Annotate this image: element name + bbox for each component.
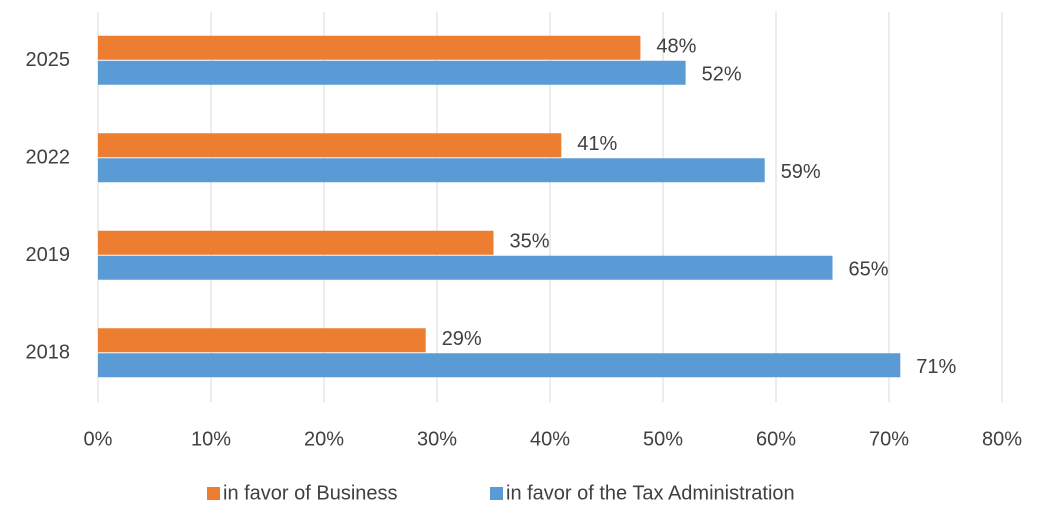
- data-label: 59%: [781, 161, 821, 183]
- x-tick-label: 30%: [417, 428, 457, 450]
- x-tick-label: 10%: [191, 428, 231, 450]
- x-tick-label: 50%: [643, 428, 683, 450]
- y-tick-label: 2018: [26, 342, 71, 364]
- y-tick-label: 2019: [26, 244, 71, 266]
- bar: [98, 35, 641, 60]
- x-tick-label: 20%: [304, 428, 344, 450]
- legend-swatch: [490, 487, 503, 500]
- data-label: 29%: [442, 328, 482, 350]
- x-tick-label: 0%: [84, 428, 113, 450]
- bar: [98, 353, 901, 378]
- legend-swatch: [207, 487, 220, 500]
- data-label: 71%: [916, 356, 956, 378]
- y-tick-label: 2022: [26, 147, 71, 169]
- bar: [98, 328, 426, 353]
- x-tick-label: 60%: [756, 428, 796, 450]
- x-tick-label: 40%: [530, 428, 570, 450]
- data-label: 52%: [702, 64, 742, 86]
- data-label: 41%: [577, 133, 617, 155]
- x-tick-label: 80%: [982, 428, 1022, 450]
- bar: [98, 60, 686, 85]
- legend-label: in favor of the Tax Administration: [506, 482, 795, 504]
- y-tick-label: 2025: [26, 49, 71, 71]
- bar: [98, 133, 562, 158]
- bar: [98, 230, 494, 255]
- bar: [98, 158, 765, 183]
- data-label: 48%: [656, 36, 696, 58]
- data-label: 35%: [510, 231, 550, 253]
- bar: [98, 255, 833, 280]
- x-tick-label: 70%: [869, 428, 909, 450]
- legend-label: in favor of Business: [223, 482, 398, 504]
- data-label: 65%: [849, 259, 889, 281]
